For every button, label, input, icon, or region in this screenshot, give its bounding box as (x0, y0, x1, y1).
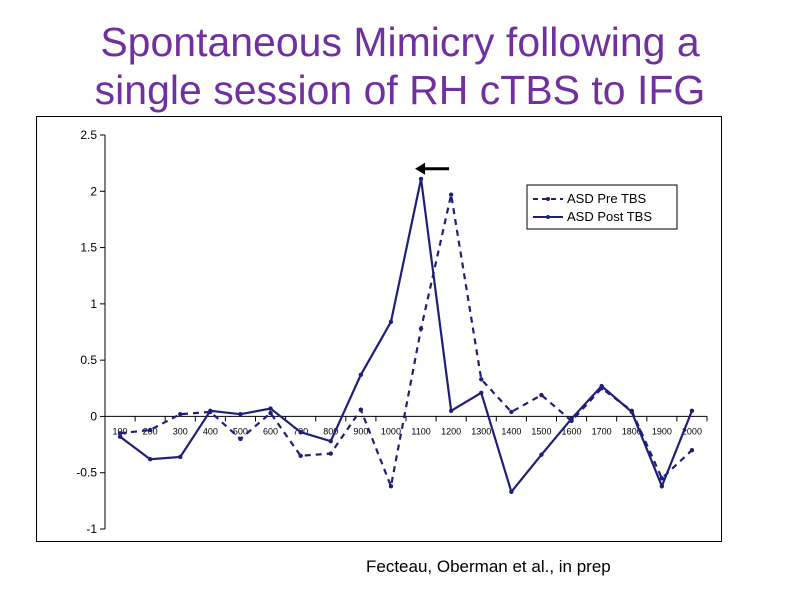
data-point (448, 408, 454, 413)
data-point (298, 453, 303, 459)
x-tick-label: 500 (233, 426, 248, 436)
y-axis: -1 -0.5 0 0.5 1 1.5 2 2.5 (76, 128, 106, 536)
annotation-arrow-head (415, 162, 426, 175)
data-point (418, 326, 424, 331)
data-point (509, 489, 514, 495)
x-tick-label: 1500 (531, 426, 551, 436)
data-point (689, 448, 695, 453)
data-point (629, 409, 634, 415)
y-tick-label: -1 (86, 522, 97, 536)
legend-marker (546, 215, 550, 219)
data-point (147, 427, 153, 433)
data-point (599, 383, 604, 389)
data-point (448, 192, 454, 197)
series-line-1 (119, 194, 693, 491)
data-point (358, 372, 364, 377)
data-point (689, 408, 695, 413)
data-point (178, 454, 183, 460)
x-tick-label: 400 (203, 426, 218, 436)
series-layer (117, 176, 695, 495)
y-tick-label: 2 (90, 184, 97, 198)
line-chart: -1-0.500.511.522.5 100200300400500600700… (76, 128, 708, 536)
x-tick-label: 1800 (622, 426, 642, 436)
data-point (238, 411, 243, 417)
data-point (328, 451, 333, 456)
y-tick-label: 2.5 (80, 128, 97, 142)
x-axis: 1002003004005006007008009001000110012001… (104, 415, 708, 436)
data-point (479, 390, 484, 395)
y-tick-label: 1.5 (80, 241, 97, 255)
data-point (418, 176, 424, 182)
legend-box (526, 184, 678, 230)
data-point (569, 416, 574, 421)
title-line-2: single session of RH cTBS to IFG (94, 67, 706, 113)
data-point (328, 438, 333, 444)
data-point (208, 408, 213, 413)
legend: ASD Pre TBS ASD Post TBS (526, 184, 678, 230)
citation-credit: Fecteau, Oberman et al., in prep (366, 557, 611, 576)
x-tick-label: 1400 (501, 426, 521, 436)
legend-label: ASD Pre TBS (567, 191, 647, 206)
y-tick-label: 0 (90, 409, 97, 423)
chart-frame: -1-0.500.511.522.5 100200300400500600700… (36, 116, 722, 542)
x-tick-label: 900 (353, 426, 368, 436)
x-tick-label: 1300 (471, 426, 491, 436)
x-tick-label: 1100 (411, 426, 430, 436)
x-tick-label: 800 (323, 426, 338, 436)
data-point (268, 406, 273, 411)
annotation-layer (415, 162, 450, 175)
x-tick-label: 1900 (652, 426, 672, 436)
x-tick-label: 1200 (441, 426, 461, 436)
x-tick-label: 2000 (682, 426, 702, 436)
x-tick-label: 600 (263, 426, 278, 436)
data-point (659, 484, 665, 489)
series-line-2 (119, 178, 693, 495)
data-point (539, 452, 544, 457)
data-point (388, 319, 394, 325)
y-tick-label: -0.5 (76, 466, 97, 480)
legend-label: ASD Post TBS (567, 209, 652, 224)
data-point (117, 434, 123, 439)
x-tick-label: 1000 (381, 426, 401, 436)
legend-marker (546, 197, 550, 201)
x-tick-label: 300 (173, 426, 188, 436)
data-point (178, 411, 183, 417)
title-line-1: Spontaneous Mimicry following a (100, 19, 700, 65)
data-point (388, 484, 394, 489)
data-point (298, 429, 303, 435)
data-point (268, 410, 273, 416)
data-point (147, 457, 153, 462)
x-tick-label: 1600 (562, 426, 582, 436)
data-point (358, 407, 364, 412)
data-point (117, 431, 123, 436)
y-tick-label: 1 (90, 297, 97, 311)
data-point (509, 409, 514, 415)
slide-title: Spontaneous Mimicry following a single s… (0, 18, 800, 114)
data-point (659, 476, 665, 481)
data-point (479, 377, 484, 382)
data-point (539, 392, 544, 398)
data-point (238, 436, 243, 442)
x-tick-label: 1700 (592, 426, 612, 436)
y-tick-label: 0.5 (80, 353, 97, 367)
